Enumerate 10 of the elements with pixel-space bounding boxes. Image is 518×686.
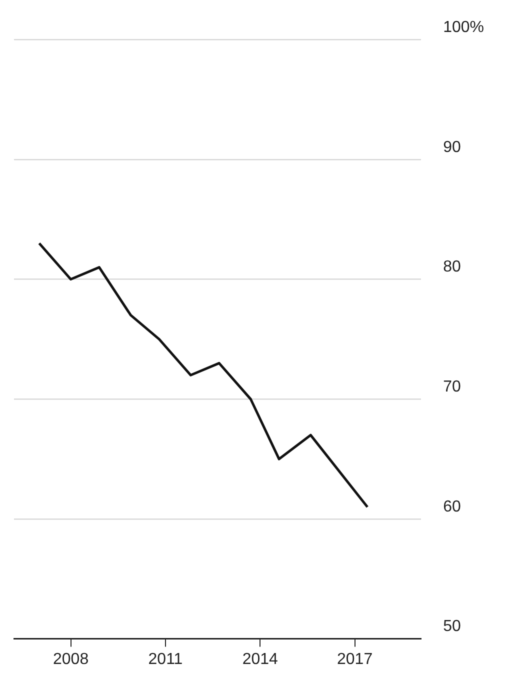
y-tick-label: 90 <box>443 138 461 156</box>
x-tick-label: 2011 <box>148 650 183 668</box>
y-tick-label: 50 <box>443 618 461 636</box>
y-tick-label: 80 <box>443 258 461 276</box>
x-tick-label: 2014 <box>242 650 278 668</box>
y-tick-label: 60 <box>443 498 461 516</box>
y-tick-label: 100% <box>443 19 484 36</box>
x-tick-label: 2017 <box>337 650 373 668</box>
y-tick-label: 70 <box>443 378 461 396</box>
x-tick-label: 2008 <box>53 650 89 668</box>
